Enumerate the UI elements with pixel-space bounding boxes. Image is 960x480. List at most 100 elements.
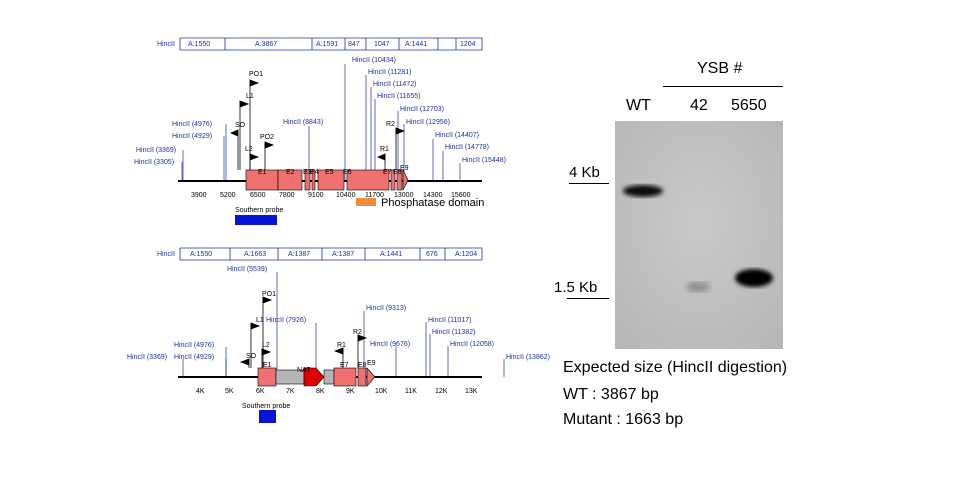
- top-exon-e2: [277, 169, 303, 191]
- top-site-3369: HincII (3369): [136, 147, 176, 154]
- top-tick-3: 6500: [250, 192, 266, 199]
- top-exon-e8: [396, 169, 403, 191]
- top-exon-label-e6: E6: [343, 169, 352, 176]
- bottom-box-7: A:1204: [455, 251, 477, 258]
- top-primers: [229, 79, 406, 170]
- top-site-4929: HincII (4929): [172, 133, 212, 140]
- lane-label-42: 42: [690, 97, 708, 114]
- top-tick-1: 3900: [191, 192, 207, 199]
- top-box-2: A:3867: [255, 41, 277, 48]
- bottom-tick-7: 10K: [375, 388, 388, 395]
- bottom-nat-marker: [303, 367, 325, 387]
- top-primer-po1: PO1: [249, 71, 263, 78]
- bottom-box-4: A:1387: [332, 251, 354, 258]
- top-tick-6: 10400: [336, 192, 356, 199]
- top-tick-4: 7800: [279, 192, 295, 199]
- top-site-14407: HincII (14407): [435, 132, 479, 139]
- bottom-primer-l1: L1: [256, 317, 264, 324]
- top-site-8843: HincII (8843): [283, 119, 323, 126]
- top-primer-po2: PO2: [260, 134, 274, 141]
- bottom-site-9313: HincII (9313): [366, 305, 406, 312]
- top-primer-r1: R1: [380, 146, 389, 153]
- bottom-site-4976: HincII (4976): [174, 342, 214, 349]
- phosphatase-domain-label: Phosphatase domain: [381, 197, 484, 209]
- bottom-primer-po1: PO1: [262, 291, 276, 298]
- marker-1-5kb-underline: [567, 298, 609, 299]
- top-tick-10: 15600: [451, 192, 471, 199]
- bottom-primer-r1: R1: [337, 342, 346, 349]
- top-primer-l2: L2: [245, 146, 253, 153]
- top-region-row: HincII A:1550 A:3867 A:1591 847 1047 A:1…: [157, 37, 483, 51]
- top-exon-e5: [317, 169, 345, 191]
- top-site-12703: HincII (12703): [400, 106, 444, 113]
- ysb-underline: [663, 86, 783, 87]
- top-region-label: HincII: [157, 41, 175, 48]
- top-box-5: 1047: [374, 41, 390, 48]
- bottom-tick-8: 11K: [405, 388, 417, 395]
- bottom-box-6: 676: [426, 251, 438, 258]
- bottom-primer-labels: PO1 L1 SO L2 R2 R1: [246, 291, 362, 360]
- top-exon-label-e2: E2: [286, 169, 295, 176]
- top-site-3305: HincII (3305): [134, 159, 174, 166]
- lane-label-5650: 5650: [731, 97, 767, 114]
- bottom-site-4929: HincII (4929): [174, 354, 214, 361]
- top-exon-e6: [346, 169, 390, 191]
- bottom-exon-e8: [357, 367, 367, 387]
- top-exon-e3: [304, 169, 311, 191]
- bottom-exon-e7: [333, 367, 357, 387]
- expected-size-wt: WT : 3867 bp: [563, 386, 659, 403]
- bottom-southern-probe: [259, 410, 276, 423]
- bottom-hincii-labels: HincII (3369) HincII (4929) HincII (4976…: [127, 266, 550, 361]
- bottom-tick-2: 5K: [225, 388, 234, 395]
- top-exon-label-e1: E1: [258, 169, 267, 176]
- marker-1-5kb-label: 1.5 Kb: [554, 279, 598, 296]
- gel-background: [615, 121, 783, 349]
- top-exon-e4: [311, 169, 316, 191]
- bottom-exon-label-e7: E7: [340, 362, 349, 369]
- bottom-box-3: A:1387: [288, 251, 310, 258]
- top-exon-label-e5: E5: [325, 169, 334, 176]
- bottom-site-11017: HincII (11017): [428, 317, 471, 324]
- bottom-tick-5: 8K: [316, 388, 325, 395]
- top-exon-e9: [402, 169, 409, 191]
- bottom-site-5539: HincII (5539): [227, 266, 267, 273]
- bottom-tick-10: 13K: [465, 388, 478, 395]
- bottom-nat-label: NAT: [297, 367, 311, 374]
- top-exon-label-e4: E4: [310, 169, 319, 176]
- top-exon-labels: E1 E2 E3 E4 E5 E6 E7 E8 E9: [258, 165, 409, 176]
- bottom-site-7926: HincII (7926): [266, 317, 306, 324]
- gel-image: [615, 121, 783, 349]
- bottom-region-row: HincII A:1550 A:1663 A:1387 A:1387 A:144…: [157, 247, 483, 261]
- top-site-11655: HincII (11655): [377, 93, 420, 100]
- top-box-3: A:1591: [316, 41, 338, 48]
- top-exon-label-e7: E7: [383, 169, 392, 176]
- bottom-exon-e1: [257, 367, 277, 387]
- top-site-11281: HincII (11281): [368, 69, 411, 76]
- bottom-axis-ticks: 4K 5K 6K 7K 8K 9K 10K 11K 12K 13K: [196, 388, 478, 395]
- top-exon-e7: [390, 169, 396, 191]
- bottom-tick-1: 4K: [196, 388, 205, 395]
- top-site-15448: HincII (15448): [462, 157, 506, 164]
- top-probe-label: Southern probe: [235, 207, 283, 214]
- bottom-grey-segment-2: [323, 369, 335, 385]
- bottom-region-label: HincII: [157, 251, 175, 258]
- bottom-box-2: A:1663: [244, 251, 266, 258]
- top-hincii-labels: HincII (3305) HincII (3369) HincII (4929…: [134, 57, 506, 166]
- top-exons: [245, 169, 409, 191]
- expected-size-title: Expected size (HincII digestion): [563, 359, 788, 376]
- bottom-exon-label-e9: E9: [367, 360, 376, 367]
- top-tick-9: 14300: [423, 192, 443, 199]
- bottom-site-11382: HincII (11382): [432, 329, 475, 336]
- bottom-site-9676: HincII (9676): [370, 341, 410, 348]
- top-tick-7: 11700: [365, 192, 384, 199]
- bottom-tick-9: 12K: [435, 388, 448, 395]
- bottom-hincii-sites: [182, 272, 505, 377]
- top-site-11472: HincII (11472): [373, 81, 416, 88]
- bottom-box-5: A:1441: [380, 251, 402, 258]
- bottom-tick-3: 6K: [256, 388, 265, 395]
- bottom-exon-e9: [366, 367, 376, 387]
- band-wt-4kb: [623, 185, 663, 197]
- bottom-exon-label-e1: E1: [263, 362, 272, 369]
- lane-label-wt: WT: [626, 97, 651, 114]
- ysb-group-label: YSB #: [697, 60, 743, 77]
